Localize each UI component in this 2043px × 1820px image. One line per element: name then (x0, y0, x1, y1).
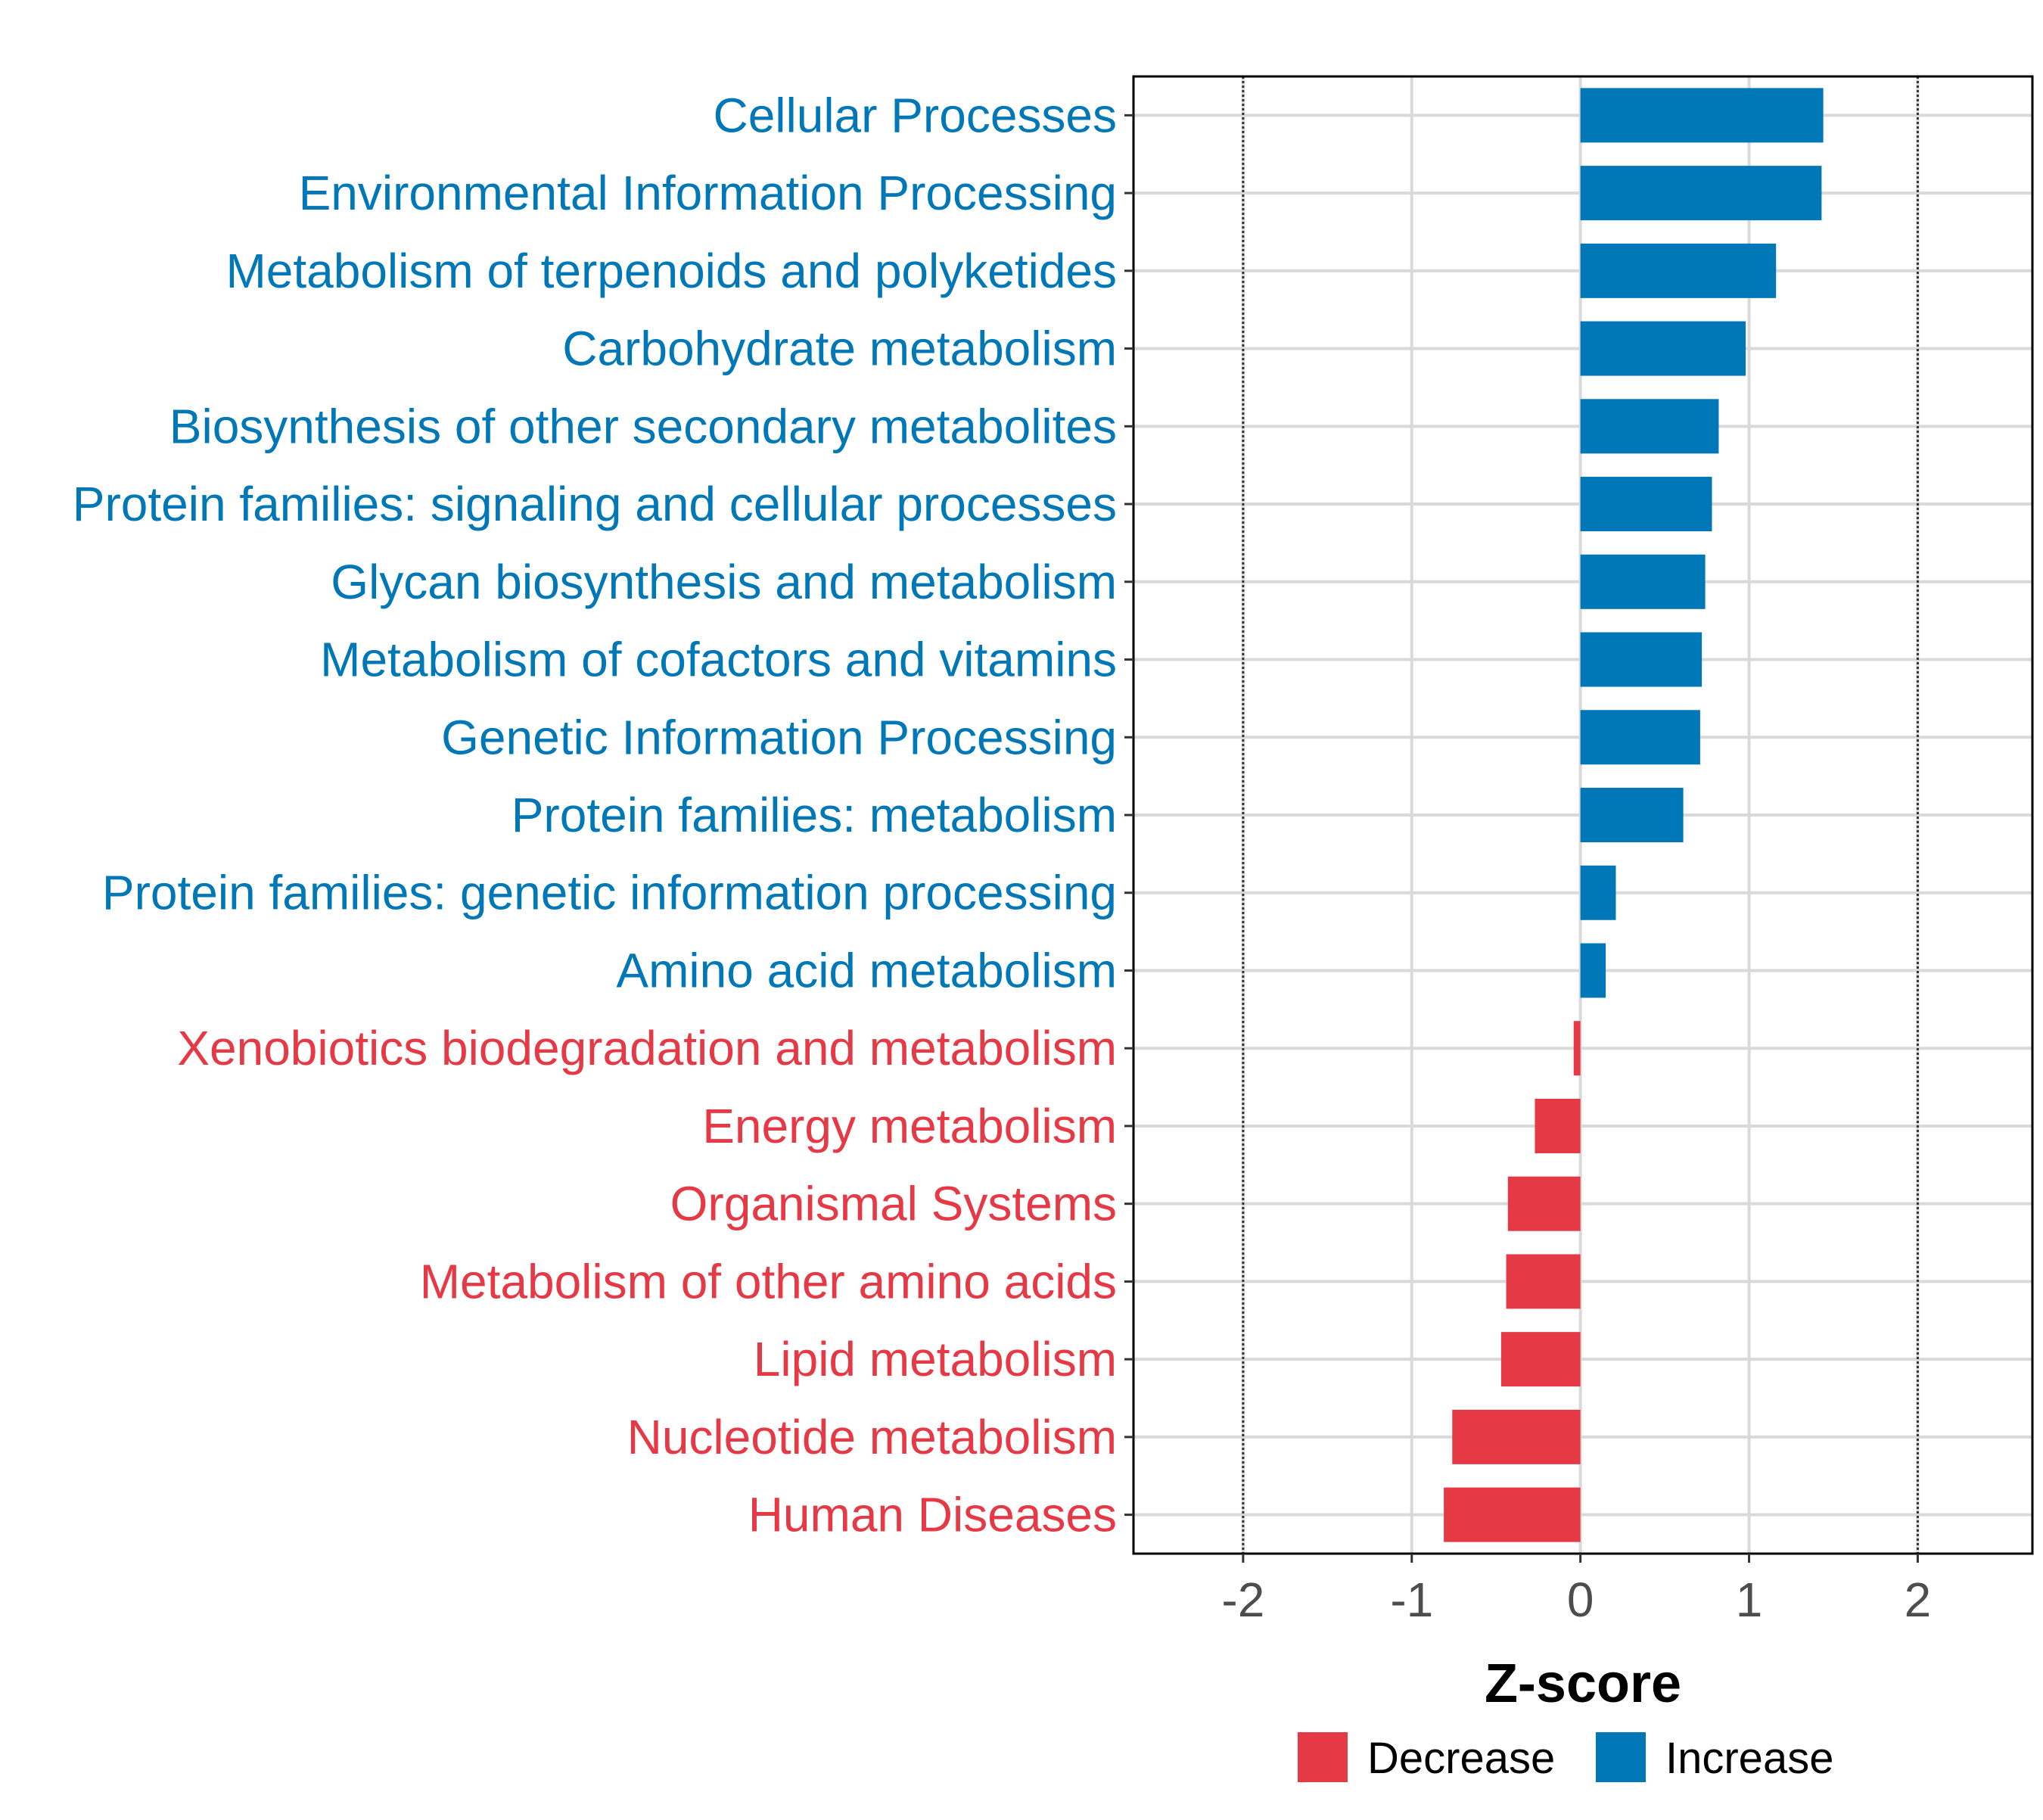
bar (1452, 1409, 1581, 1464)
category-label: Carbohydrate metabolism (562, 322, 1117, 376)
category-label: Organismal Systems (670, 1177, 1117, 1231)
x-tick-label: -1 (1390, 1573, 1433, 1627)
bar (1580, 710, 1700, 765)
x-tick-label: 1 (1736, 1573, 1763, 1627)
bar (1580, 166, 1822, 221)
bar-layer (1444, 88, 1824, 1542)
frame-layer (1124, 75, 2034, 1563)
label-layer: Cellular Processes Environmental Informat… (73, 88, 1931, 1714)
category-label: Xenobiotics biodegradation and metabolis… (177, 1021, 1117, 1075)
bar (1580, 88, 1824, 143)
bar (1573, 1021, 1581, 1076)
category-label: Metabolism of other amino acids (420, 1254, 1117, 1308)
bar (1580, 943, 1606, 998)
bar (1580, 399, 1719, 454)
bar (1580, 788, 1684, 842)
category-label: Genetic Information Processing (441, 710, 1117, 764)
legend: Decrease Increase (1298, 1732, 1833, 1783)
category-label: Amino acid metabolism (616, 943, 1117, 997)
x-tick-label: 0 (1567, 1573, 1594, 1627)
bar (1580, 865, 1616, 920)
category-label: Lipid metabolism (754, 1332, 1117, 1386)
category-label: Nucleotide metabolism (627, 1410, 1117, 1464)
bar (1507, 1176, 1581, 1231)
bar (1580, 554, 1706, 609)
category-label: Glycan biosynthesis and metabolism (331, 555, 1117, 609)
x-axis-title: Z-score (1485, 1654, 1681, 1714)
x-tick-label: -2 (1221, 1573, 1264, 1627)
x-tick-label: 2 (1905, 1573, 1932, 1627)
legend-swatch (1596, 1732, 1646, 1782)
bar (1535, 1098, 1581, 1153)
bar (1580, 632, 1702, 687)
legend-swatch (1298, 1732, 1348, 1782)
category-label: Metabolism of cofactors and vitamins (320, 633, 1117, 687)
category-label: Biosynthesis of other secondary metaboli… (169, 399, 1117, 453)
bar (1506, 1254, 1581, 1309)
bar (1580, 243, 1777, 298)
category-label: Protein families: genetic information pr… (102, 866, 1117, 920)
category-label: Environmental Information Processing (299, 166, 1117, 220)
bar (1580, 321, 1746, 376)
category-label: Protein families: metabolism (512, 788, 1117, 842)
legend-label: Increase (1665, 1734, 1833, 1783)
bar (1500, 1332, 1581, 1387)
category-label: Metabolism of terpenoids and polyketides (225, 244, 1117, 298)
category-label: Energy metabolism (702, 1099, 1117, 1153)
category-label: Protein families: signaling and cellular… (73, 477, 1117, 531)
category-label: Cellular Processes (713, 88, 1117, 142)
legend-label: Decrease (1367, 1734, 1555, 1783)
bar (1444, 1487, 1581, 1542)
bar (1580, 477, 1712, 532)
category-label: Human Diseases (748, 1488, 1117, 1542)
